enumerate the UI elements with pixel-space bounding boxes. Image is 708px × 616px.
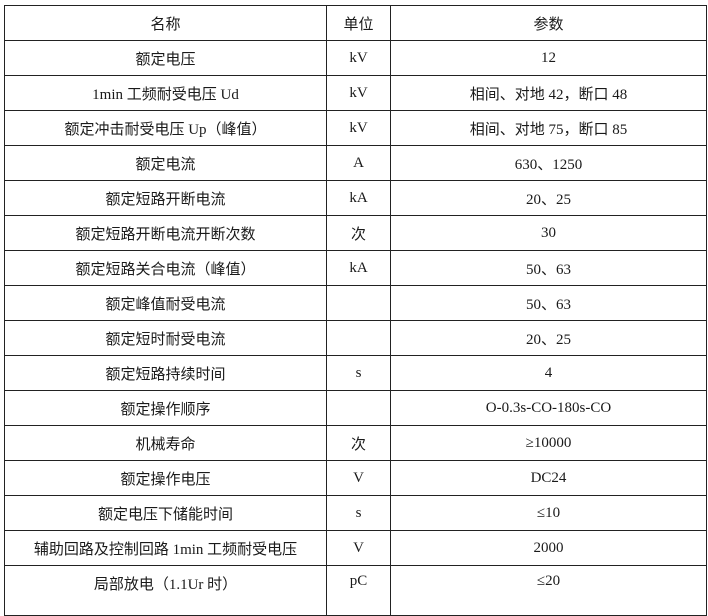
header-name: 名称 [4,5,327,41]
cell-unit [326,320,391,356]
table-row: 额定短路开断电流 kA 20、25 [4,180,707,216]
cell-unit: kV [326,110,391,146]
cell-unit: kV [326,40,391,76]
table-row: 局部放电（1.1Ur 时） pC ≤20 [4,565,707,616]
cell-name: 额定电压下储能时间 [4,495,327,531]
cell-value: 20、25 [390,180,707,216]
cell-value: ≤10 [390,495,707,531]
cell-name: 额定冲击耐受电压 Up（峰值） [4,110,327,146]
cell-unit: V [326,460,391,496]
cell-unit [326,285,391,321]
cell-unit: 次 [326,215,391,251]
cell-name: 机械寿命 [4,425,327,461]
header-unit: 单位 [326,5,391,41]
cell-value: 50、63 [390,285,707,321]
cell-unit: kV [326,75,391,111]
cell-unit: 次 [326,425,391,461]
table-row: 额定操作顺序 O-0.3s-CO-180s-CO [4,390,707,426]
cell-unit: s [326,355,391,391]
cell-name: 额定短路开断电流开断次数 [4,215,327,251]
cell-value: 50、63 [390,250,707,286]
cell-name: 额定短路持续时间 [4,355,327,391]
cell-value: 630、1250 [390,145,707,181]
cell-value: 4 [390,355,707,391]
cell-unit [326,390,391,426]
cell-value: DC24 [390,460,707,496]
table-row: 额定操作电压 V DC24 [4,460,707,496]
cell-value: 30 [390,215,707,251]
table-row: 额定短路持续时间 s 4 [4,355,707,391]
cell-name: 额定操作顺序 [4,390,327,426]
cell-name: 局部放电（1.1Ur 时） [4,565,327,616]
cell-value: 相间、对地 42，断口 48 [390,75,707,111]
table-row: 额定电压下储能时间 s ≤10 [4,495,707,531]
table-row: 额定峰值耐受电流 50、63 [4,285,707,321]
table-row: 额定电流 A 630、1250 [4,145,707,181]
table-row: 1min 工频耐受电压 Ud kV 相间、对地 42，断口 48 [4,75,707,111]
cell-unit: s [326,495,391,531]
table-row: 辅助回路及控制回路 1min 工频耐受电压 V 2000 [4,530,707,566]
cell-name: 额定短路关合电流（峰值） [4,250,327,286]
cell-name: 1min 工频耐受电压 Ud [4,75,327,111]
table-row: 机械寿命次 ≥10000 [4,425,707,461]
cell-value: 2000 [390,530,707,566]
table-row: 额定短路开断电流开断次数次 30 [4,215,707,251]
table-row: 额定短路关合电流（峰值） kA 50、63 [4,250,707,286]
cell-name: 辅助回路及控制回路 1min 工频耐受电压 [4,530,327,566]
cell-value: ≥10000 [390,425,707,461]
table-row: 额定电压 kV 12 [4,40,707,76]
table-header-row: 名称 单位 参数 [4,5,707,41]
cell-unit: A [326,145,391,181]
parameters-table: 名称 单位 参数 额定电压 kV 12 1min 工频耐受电压 Ud kV 相间、对地 4… [4,5,707,616]
cell-unit: V [326,530,391,566]
cell-value: O-0.3s-CO-180s-CO [390,390,707,426]
cell-unit: kA [326,180,391,216]
header-value: 参数 [390,5,707,41]
cell-name: 额定操作电压 [4,460,327,496]
cell-name: 额定电流 [4,145,327,181]
table-row: 额定短时耐受电流 20、25 [4,320,707,356]
cell-unit: kA [326,250,391,286]
cell-unit: pC [326,565,391,616]
cell-value: 12 [390,40,707,76]
cell-value: ≤20 [390,565,707,616]
cell-name: 额定短时耐受电流 [4,320,327,356]
cell-value: 20、25 [390,320,707,356]
table-row: 额定冲击耐受电压 Up（峰值） kV 相间、对地 75，断口 85 [4,110,707,146]
cell-name: 额定电压 [4,40,327,76]
cell-name: 额定短路开断电流 [4,180,327,216]
cell-name: 额定峰值耐受电流 [4,285,327,321]
cell-value: 相间、对地 75，断口 85 [390,110,707,146]
